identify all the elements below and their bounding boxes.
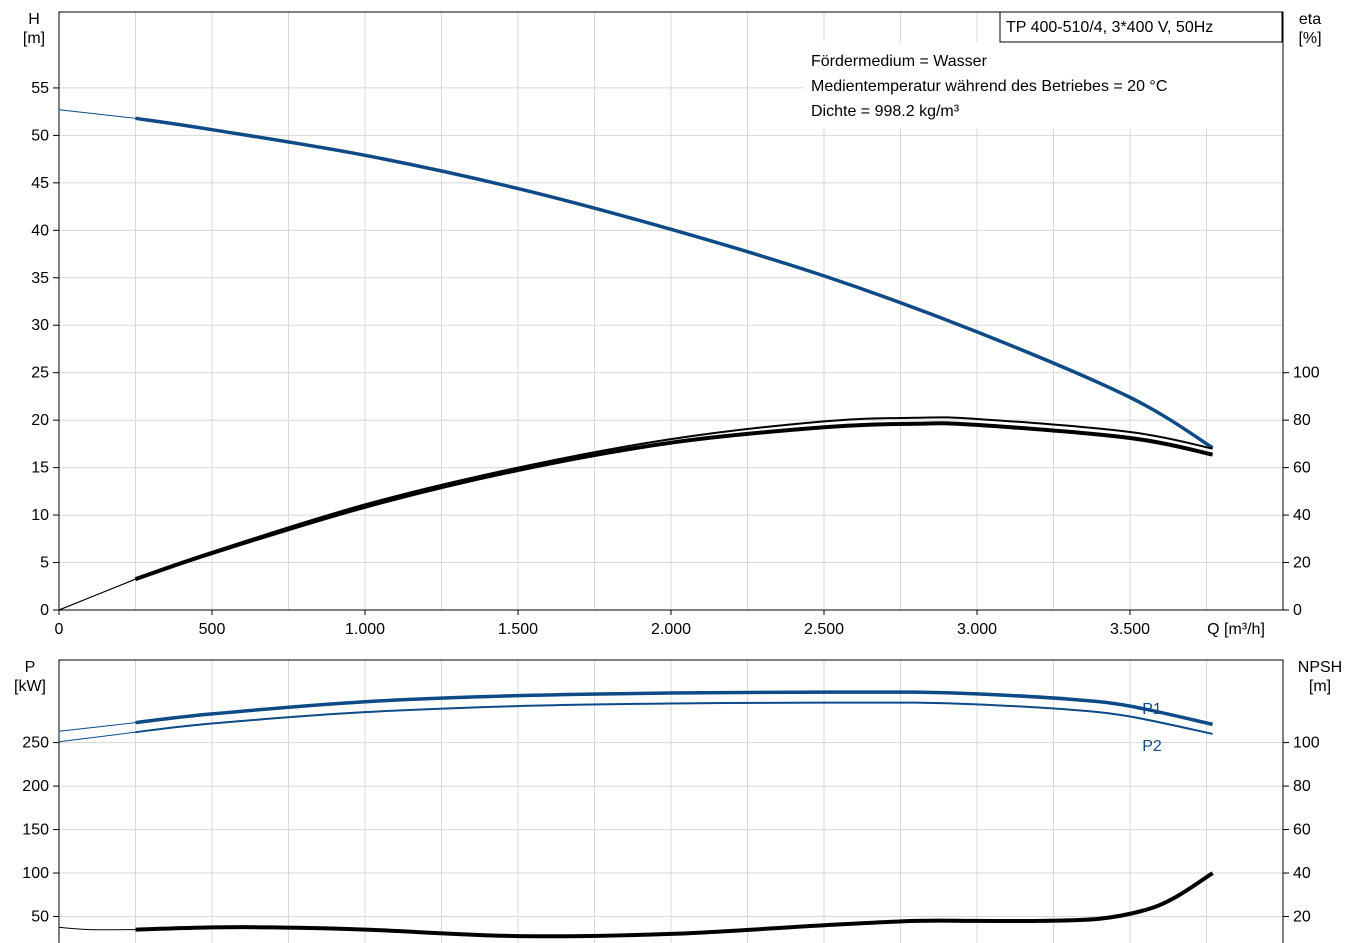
top-x-tick-label: 500 (199, 621, 226, 638)
info-line-temperature: Medientemperatur während des Betriebes =… (811, 78, 1167, 95)
top-right-tick-label: 80 (1293, 412, 1311, 429)
top-right-tick-label: 60 (1293, 460, 1311, 477)
h-axis-symbol: H (28, 11, 40, 28)
h-axis-unit: [m] (23, 30, 45, 47)
info-line-density: Dichte = 998.2 kg/m³ (811, 103, 960, 120)
top-left-tick-label: 10 (31, 507, 49, 524)
bottom-ticks: 050100150200250020406080100 (22, 735, 1320, 926)
p1-series-label: P1 (1142, 701, 1162, 718)
bottom-left-tick-label: 100 (22, 865, 49, 882)
top-x-tick-label: 0 (55, 621, 64, 638)
top-eff2-extrapolated-curve (58, 578, 136, 611)
top-head-curve (135, 116, 1214, 450)
bottom-right-tick-label: 40 (1293, 865, 1311, 882)
eta-axis-unit: [%] (1298, 30, 1321, 47)
top-left-tick-label: 25 (31, 365, 49, 382)
top-x-tick-label: 3.000 (957, 621, 997, 638)
top-left-tick-label: 0 (40, 602, 49, 619)
bottom-left-tick-label: 200 (22, 778, 49, 795)
model-box (999, 11, 1283, 43)
top-right-tick-label: 0 (1293, 602, 1302, 619)
top-left-tick-label: 5 (40, 555, 49, 572)
bottom-curves (58, 690, 1214, 939)
top-left-tick-label: 20 (31, 412, 49, 429)
top-ticks: 0 5 10 15 20 25 30 35 40 45 50 55 0 20 40 60 80 100 0 500 1.… (31, 80, 1320, 638)
bottom-p2-curve (135, 701, 1213, 735)
top-left-tick-label: 45 (31, 175, 49, 192)
bottom-p1-curve (135, 690, 1213, 727)
top-x-tick-label: 2.000 (651, 621, 691, 638)
bottom-left-tick-label: 150 (22, 822, 49, 839)
top-right-tick-label: 20 (1293, 555, 1311, 572)
q-axis-label: Q [m³/h] (1207, 621, 1265, 638)
top-left-tick-label: 35 (31, 270, 49, 287)
bottom-right-tick-label: 20 (1293, 909, 1311, 926)
bottom-npsh-curve (135, 871, 1214, 939)
npsh-axis-unit: [m] (1309, 678, 1331, 695)
info-box-background (804, 42, 1282, 128)
top-right-tick-label: 100 (1293, 365, 1320, 382)
p-axis-unit: [kW] (14, 678, 46, 695)
top-curves (58, 109, 1214, 611)
bottom-right-tick-label: 100 (1293, 735, 1320, 752)
bottom-p2-extrapolated-curve (58, 731, 136, 743)
model-label: TP 400-510/4, 3*400 V, 50Hz (1006, 19, 1213, 36)
top-left-tick-label: 40 (31, 222, 49, 239)
bottom-right-tick-label: 60 (1293, 822, 1311, 839)
bottom-plot-frame (58, 659, 1284, 943)
top-x-tick-label: 2.500 (804, 621, 844, 638)
top-left-tick-label: 50 (31, 127, 49, 144)
top-right-tick-label: 40 (1293, 507, 1311, 524)
bottom-left-tick-label: 50 (31, 909, 49, 926)
bottom-npsh-extrapolated-curve (58, 926, 136, 931)
top-head-extrapolated-curve (58, 109, 136, 119)
top-x-tick-label: 3.500 (1110, 621, 1150, 638)
p-axis-symbol: P (25, 659, 36, 676)
head-efficiency-chart: 0 5 10 15 20 25 30 35 40 45 50 55 0 20 40 60 80 100 0 500 1.… (23, 11, 1322, 638)
eta-axis-symbol: eta (1299, 11, 1321, 28)
npsh-axis-symbol: NPSH (1298, 659, 1342, 676)
bottom-grid (59, 660, 1283, 943)
p2-series-label: P2 (1142, 738, 1162, 755)
top-left-tick-label: 15 (31, 460, 49, 477)
top-x-tick-label: 1.000 (345, 621, 385, 638)
bottom-left-tick-label: 250 (22, 735, 49, 752)
top-x-tick-label: 1.500 (498, 621, 538, 638)
top-left-tick-label: 55 (31, 80, 49, 97)
power-npsh-chart: 050100150200250020406080100 P [kW] NPSH … (14, 659, 1342, 943)
top-eff2-curve (134, 421, 1214, 582)
bottom-p1-extrapolated-curve (58, 722, 136, 732)
info-line-medium: Fördermedium = Wasser (811, 53, 988, 70)
bottom-right-tick-label: 80 (1293, 778, 1311, 795)
top-left-tick-label: 30 (31, 317, 49, 334)
